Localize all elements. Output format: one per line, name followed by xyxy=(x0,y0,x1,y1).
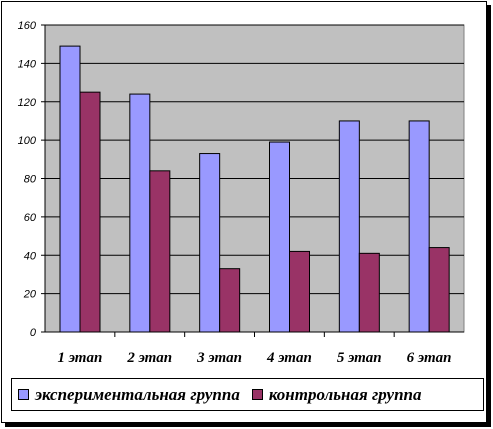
legend-label-control: контрольная группа xyxy=(268,384,422,404)
y-tick-label: 140 xyxy=(18,58,37,70)
x-category-label: 6 этап xyxy=(407,350,452,366)
legend-swatch-experimental xyxy=(18,389,29,400)
x-category-label: 2 этап xyxy=(126,350,172,366)
bar-control xyxy=(219,268,241,333)
y-tick-label: 20 xyxy=(23,289,37,301)
legend-item-control: контрольная группа xyxy=(251,384,422,405)
x-category-label: 4 этап xyxy=(266,350,312,366)
x-category-label: 5 этап xyxy=(337,350,382,366)
bar-control xyxy=(428,247,450,333)
x-category-label: 3 этап xyxy=(196,350,242,366)
legend-label-experimental: экспериментальная группа xyxy=(35,384,240,404)
y-tick-label: 100 xyxy=(18,135,37,147)
bar-control xyxy=(149,170,171,333)
y-tick-label: 60 xyxy=(24,212,37,224)
bar-experimental xyxy=(338,120,360,333)
bar-experimental xyxy=(199,153,221,333)
y-tick-label: 160 xyxy=(18,20,37,32)
bar-experimental xyxy=(269,141,290,333)
legend-item-experimental: экспериментальная группа xyxy=(18,385,240,405)
bar-control xyxy=(289,250,310,333)
y-tick-label: 80 xyxy=(24,174,37,186)
bar-control xyxy=(79,91,101,333)
bar-experimental xyxy=(408,120,430,333)
y-tick-label: 120 xyxy=(18,97,37,109)
y-tick-label: 40 xyxy=(24,250,37,262)
chart-legend: экспериментальная группа контрольная гру… xyxy=(11,378,484,411)
x-category-label: 1 этап xyxy=(58,350,103,366)
bar-control xyxy=(358,252,380,333)
legend-swatch-control xyxy=(251,389,263,400)
y-tick-label: 0 xyxy=(30,327,37,339)
bar-experimental xyxy=(129,93,151,333)
bar-experimental xyxy=(59,45,81,333)
